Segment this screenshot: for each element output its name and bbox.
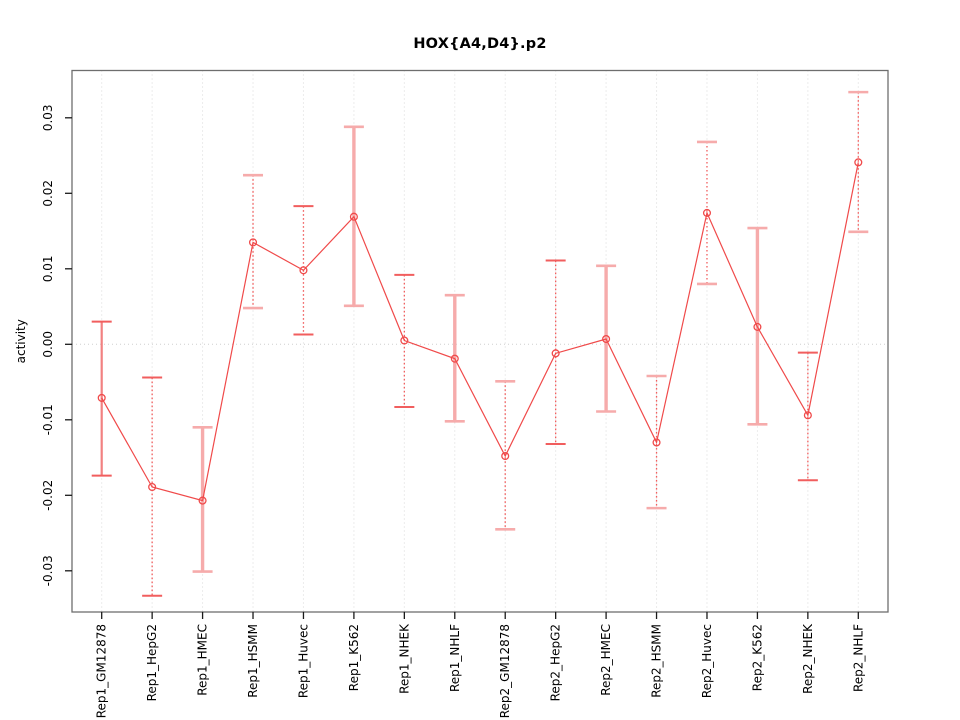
x-tick-label: Rep2_NHLF bbox=[851, 624, 865, 692]
data-point bbox=[854, 158, 863, 167]
y-tick-label: -0.02 bbox=[41, 480, 55, 511]
y-tick-label: 0.01 bbox=[41, 255, 55, 282]
y-tick-label: -0.03 bbox=[41, 555, 55, 586]
x-tick-label: Rep2_GM12878 bbox=[498, 624, 512, 718]
x-tick-label: Rep1_HepG2 bbox=[145, 624, 159, 701]
data-point bbox=[299, 266, 308, 275]
data-point bbox=[501, 451, 510, 461]
y-axis-title: activity bbox=[14, 319, 28, 363]
data-point bbox=[349, 212, 358, 221]
y-tick-label: 0.02 bbox=[41, 180, 55, 207]
data-point bbox=[652, 438, 661, 447]
y-tick-label: -0.01 bbox=[41, 404, 55, 435]
chart-title: HOX{A4,D4}.p2 bbox=[413, 36, 547, 52]
x-tick-label: Rep1_GM12878 bbox=[95, 624, 109, 718]
y-tick-label: 0.00 bbox=[41, 331, 55, 358]
x-tick-label: Rep1_HMEC bbox=[196, 624, 210, 696]
data-point bbox=[753, 322, 762, 331]
data-point bbox=[803, 411, 812, 420]
data-point bbox=[551, 349, 560, 358]
y-tick-label: 0.03 bbox=[41, 104, 55, 131]
x-tick-label: Rep2_HMEC bbox=[599, 624, 613, 696]
x-tick-label: Rep2_HepG2 bbox=[549, 624, 563, 701]
data-point bbox=[198, 496, 207, 505]
x-tick-label: Rep1_K562 bbox=[347, 624, 361, 691]
data-point bbox=[97, 393, 106, 402]
data-point bbox=[248, 238, 258, 247]
data-point bbox=[148, 482, 157, 492]
activity-line bbox=[101, 162, 859, 502]
x-tick-label: Rep1_NHLF bbox=[448, 624, 462, 692]
data-point bbox=[400, 336, 409, 345]
data-point bbox=[702, 208, 712, 217]
x-tick-label: Rep2_NHEK bbox=[801, 623, 815, 694]
x-tick-label: Rep2_K562 bbox=[750, 624, 764, 691]
x-tick-label: Rep2_Huvec bbox=[700, 624, 714, 698]
x-tick-label: Rep1_HSMM bbox=[246, 624, 260, 698]
x-tick-label: Rep1_Huvec bbox=[296, 624, 310, 698]
x-tick-label: Rep2_HSMM bbox=[650, 624, 664, 698]
data-point bbox=[450, 354, 459, 363]
data-point bbox=[602, 334, 611, 344]
x-tick-label: Rep1_NHEK bbox=[397, 623, 411, 694]
plot-border-box bbox=[71, 69, 889, 613]
